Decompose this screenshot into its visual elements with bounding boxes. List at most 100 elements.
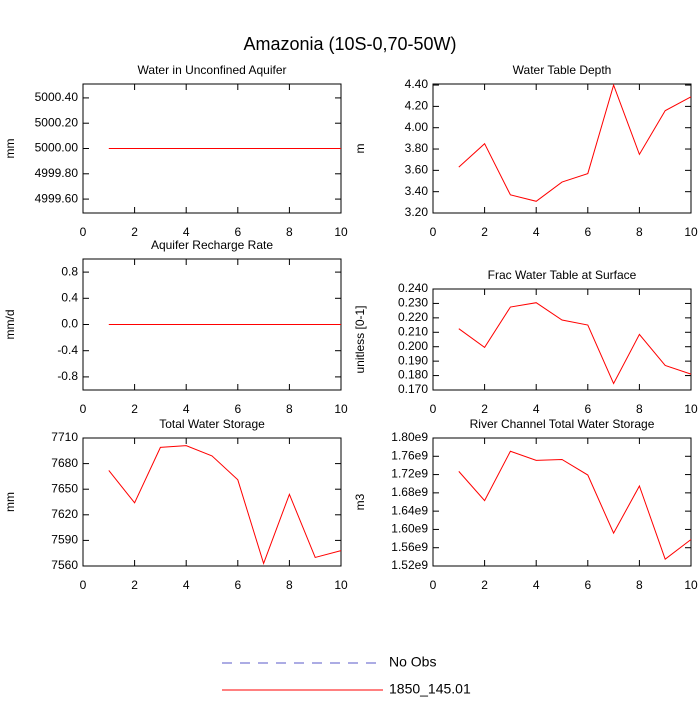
plot-frame (82, 437, 342, 567)
y-tick-label: 0.230 (398, 296, 428, 310)
x-tick-label: 2 (481, 225, 488, 239)
plot-title: Aquifer Recharge Rate (151, 238, 273, 252)
x-tick-label: 8 (286, 402, 293, 416)
y-axis-label: mm (3, 139, 17, 159)
y-tick-label: 3.60 (405, 163, 429, 177)
x-tick-label: 10 (684, 402, 698, 416)
y-axis-label: mm/d (3, 310, 17, 340)
y-tick-label: -0.8 (57, 369, 78, 383)
y-tick-label: -0.4 (57, 343, 78, 357)
y-tick-label: 0.0 (61, 317, 78, 331)
plot-frame (432, 83, 692, 214)
plot-title: Water in Unconfined Aquifer (138, 63, 287, 77)
x-tick-label: 8 (636, 578, 643, 592)
y-tick-label: 7590 (51, 533, 78, 547)
y-tick-label: 5000.00 (35, 141, 79, 155)
x-tick-label: 4 (533, 578, 540, 592)
y-tick-label: 1.52e9 (391, 558, 428, 572)
y-tick-label: 3.80 (405, 141, 429, 155)
y-axis-label: m (353, 144, 367, 154)
y-tick-label: 1.72e9 (391, 467, 428, 481)
x-tick-label: 6 (584, 225, 591, 239)
y-tick-label: 0.170 (398, 382, 428, 396)
x-tick-label: 10 (684, 225, 698, 239)
data-line (108, 445, 342, 565)
y-tick-label: 5000.20 (35, 115, 79, 129)
x-tick-label: 4 (183, 225, 190, 239)
y-tick-label: 7650 (51, 481, 78, 495)
y-tick-label: 0.4 (61, 290, 78, 304)
plot-title: Frac Water Table at Surface (488, 268, 637, 282)
data-line (458, 450, 692, 560)
plot-frame (432, 288, 692, 391)
x-tick-label: 2 (481, 402, 488, 416)
plot-title: River Channel Total Water Storage (470, 417, 655, 431)
y-tick-label: 7560 (51, 558, 78, 572)
y-axis-label: mm (3, 492, 17, 512)
x-tick-label: 0 (430, 578, 437, 592)
x-tick-label: 0 (80, 225, 87, 239)
y-tick-label: 1.60e9 (391, 522, 428, 536)
data-line (458, 302, 692, 385)
x-tick-label: 10 (334, 402, 348, 416)
y-tick-label: 3.40 (405, 184, 429, 198)
x-tick-label: 8 (286, 225, 293, 239)
x-tick-label: 6 (584, 578, 591, 592)
x-tick-label: 4 (183, 578, 190, 592)
x-tick-label: 2 (481, 578, 488, 592)
y-tick-label: 7620 (51, 507, 78, 521)
x-tick-label: 8 (286, 578, 293, 592)
y-tick-label: 7680 (51, 456, 78, 470)
x-tick-label: 10 (334, 225, 348, 239)
x-tick-label: 4 (183, 402, 190, 416)
x-tick-label: 4 (533, 225, 540, 239)
plot-frame (432, 437, 692, 567)
legend-label: No Obs (389, 654, 436, 670)
y-axis-label: m3 (353, 493, 367, 510)
y-tick-label: 4.00 (405, 120, 429, 134)
y-tick-label: 5000.40 (35, 90, 79, 104)
y-tick-label: 3.20 (405, 205, 429, 219)
y-tick-label: 4.20 (405, 99, 429, 113)
y-tick-label: 0.240 (398, 281, 428, 295)
x-tick-label: 4 (533, 402, 540, 416)
legend-label: 1850_145.01 (389, 681, 471, 697)
x-tick-label: 6 (234, 402, 241, 416)
y-tick-label: 4.40 (405, 77, 429, 91)
x-tick-label: 6 (584, 402, 591, 416)
x-tick-label: 0 (80, 402, 87, 416)
y-tick-label: 0.220 (398, 310, 428, 324)
data-line (458, 83, 692, 202)
x-tick-label: 0 (430, 225, 437, 239)
x-tick-label: 2 (131, 578, 138, 592)
y-tick-label: 0.210 (398, 324, 428, 338)
y-tick-label: 1.80e9 (391, 430, 428, 444)
y-tick-label: 1.56e9 (391, 540, 428, 554)
y-tick-label: 0.180 (398, 368, 428, 382)
y-tick-label: 0.200 (398, 339, 428, 353)
y-tick-label: 1.76e9 (391, 448, 428, 462)
x-tick-label: 6 (234, 578, 241, 592)
x-tick-label: 0 (80, 578, 87, 592)
y-tick-label: 4999.80 (35, 166, 79, 180)
x-tick-label: 10 (684, 578, 698, 592)
y-tick-label: 0.8 (61, 264, 78, 278)
x-tick-label: 6 (234, 225, 241, 239)
x-tick-label: 10 (334, 578, 348, 592)
x-tick-label: 2 (131, 225, 138, 239)
y-tick-label: 7710 (51, 430, 78, 444)
figure-title: Amazonia (10S-0,70-50W) (243, 34, 456, 54)
y-axis-label: unitless [0-1] (353, 305, 367, 373)
plot-title: Water Table Depth (513, 63, 612, 77)
y-tick-label: 1.64e9 (391, 503, 428, 517)
x-tick-label: 8 (636, 225, 643, 239)
y-tick-label: 1.68e9 (391, 485, 428, 499)
plot-title: Total Water Storage (159, 417, 265, 431)
x-tick-label: 0 (430, 402, 437, 416)
y-tick-label: 4999.60 (35, 191, 79, 205)
x-tick-label: 8 (636, 402, 643, 416)
x-tick-label: 2 (131, 402, 138, 416)
y-tick-label: 0.190 (398, 353, 428, 367)
